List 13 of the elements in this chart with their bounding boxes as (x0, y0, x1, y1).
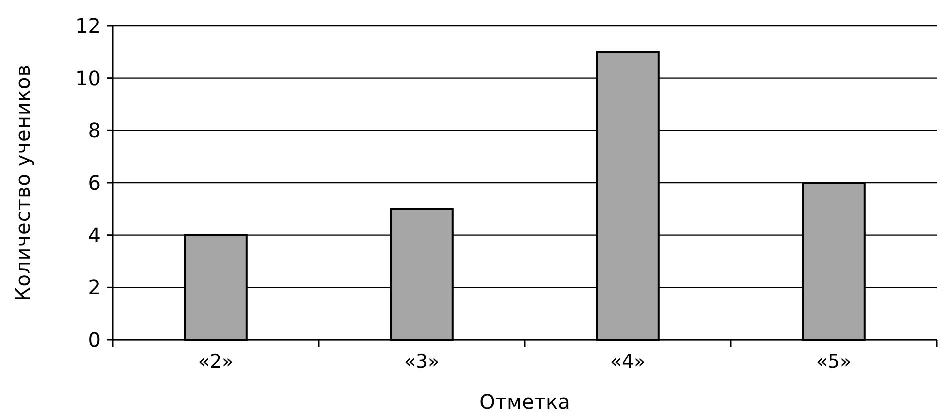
y-tick-label: 6 (88, 171, 101, 195)
x-axis-title: Отметка (480, 390, 570, 414)
x-tick-label: «3» (404, 351, 440, 373)
x-tick-label: «4» (610, 351, 646, 373)
y-tick-label: 0 (88, 328, 101, 352)
x-tick-label: «2» (198, 351, 234, 373)
y-tick-label: 10 (76, 66, 101, 90)
y-tick-label: 12 (76, 14, 101, 38)
y-tick-label: 4 (88, 223, 101, 248)
y-tick-label: 8 (88, 118, 101, 143)
y-axis-title: Количество учеников (11, 64, 35, 302)
y-tick-label: 2 (88, 276, 101, 300)
x-tick-label: «5» (816, 351, 852, 373)
